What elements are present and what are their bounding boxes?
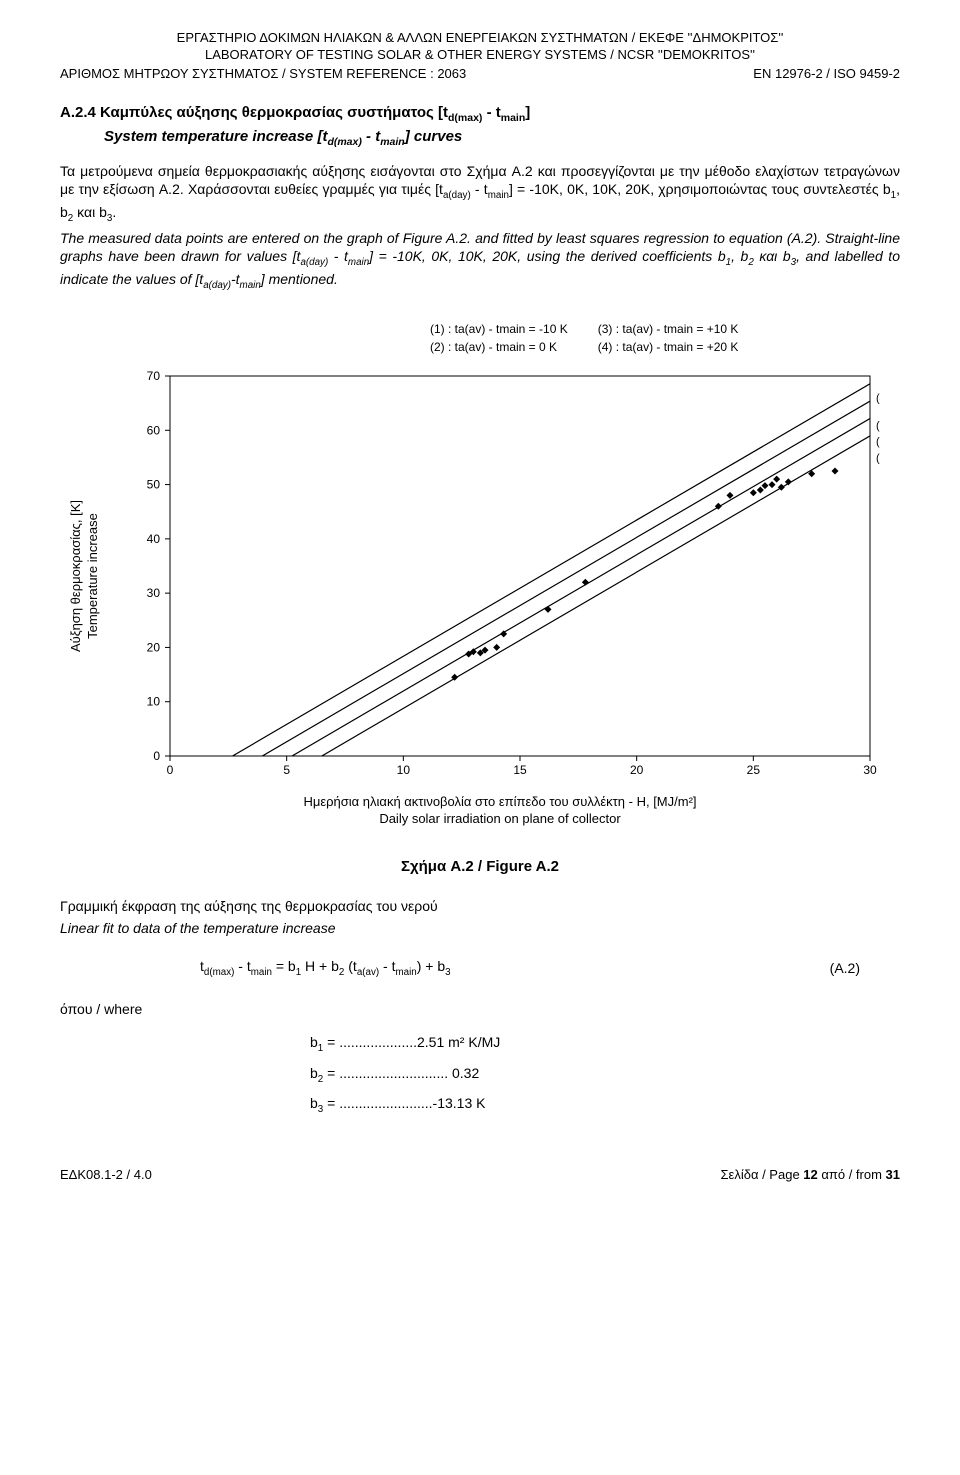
where-label: όπου / where xyxy=(60,1000,900,1018)
svg-text:60: 60 xyxy=(147,423,161,437)
linear-fit-en: Linear fit to data of the temperature in… xyxy=(60,919,900,937)
header-line-1: ΕΡΓΑΣΤΗΡΙΟ ΔΟΚΙΜΩΝ ΗΛΙΑΚΩΝ & ΑΛΛΩΝ ΕΝΕΡΓ… xyxy=(60,30,900,47)
coef-b3: b3 = ........................-13.13 K xyxy=(310,1094,900,1117)
chart-svg: 0 10 20 30 40 50 60 70 0 5 10 15 20 25 30 (4) (3) (2) (1) xyxy=(120,366,880,786)
page-header: ΕΡΓΑΣΤΗΡΙΟ ΔΟΚΙΜΩΝ ΗΛΙΑΚΩΝ & ΑΛΛΩΝ ΕΝΕΡΓ… xyxy=(60,30,900,83)
chart-container: (1) : ta(av) - tmain = -10 K (2) : ta(av… xyxy=(60,322,900,827)
svg-text:(3): (3) xyxy=(876,419,880,431)
paragraph-greek: Τα μετρούμενα σημεία θερμοκρασιακής αύξη… xyxy=(60,162,900,225)
footer-left: ΕΔΚ08.1-2 / 4.0 xyxy=(60,1167,152,1184)
coef-b1: b1 = ....................2.51 m² K/MJ xyxy=(310,1033,900,1056)
legend-item-1: (1) : ta(av) - tmain = -10 K xyxy=(430,322,568,338)
svg-text:10: 10 xyxy=(397,763,411,777)
coef-b2: b2 = ............................ 0.32 xyxy=(310,1064,900,1087)
svg-text:20: 20 xyxy=(147,640,161,654)
svg-text:10: 10 xyxy=(147,694,161,708)
equation-ref: (A.2) xyxy=(830,959,860,977)
page-footer: ΕΔΚ08.1-2 / 4.0 Σελίδα / Page 12 από / f… xyxy=(60,1167,900,1184)
svg-text:40: 40 xyxy=(147,531,161,545)
svg-text:(2): (2) xyxy=(876,436,880,448)
svg-text:30: 30 xyxy=(863,763,877,777)
svg-text:(1): (1) xyxy=(876,452,880,464)
paragraph-english: The measured data points are entered on … xyxy=(60,229,900,292)
svg-text:0: 0 xyxy=(153,749,160,763)
y-axis-label: Αύξηση θερμοκρασίας, [K] Temperature inc… xyxy=(68,500,102,652)
linear-fit-gr: Γραμμική έκφραση της αύξησης της θερμοκρ… xyxy=(60,897,900,915)
svg-text:0: 0 xyxy=(167,763,174,777)
chart-legend: (1) : ta(av) - tmain = -10 K (2) : ta(av… xyxy=(430,322,900,355)
equation-row: td(max) - tmain = b1 H + b2 (ta(av) - tm… xyxy=(200,957,900,980)
legend-item-3: (3) : ta(av) - tmain = +10 K xyxy=(598,322,739,338)
header-ref-left: ΑΡΙΘΜΟΣ ΜΗΤΡΩΟΥ ΣΥΣΤΗΜΑΤΟΣ / SYSTEM REFE… xyxy=(60,66,466,83)
chart-area: Αύξηση θερμοκρασίας, [K] Temperature inc… xyxy=(120,366,880,786)
x-axis-label: Ημερήσια ηλιακή ακτινοβολία στο επίπεδο … xyxy=(120,794,880,828)
svg-text:70: 70 xyxy=(147,369,161,383)
svg-text:30: 30 xyxy=(147,586,161,600)
svg-text:20: 20 xyxy=(630,763,644,777)
header-row-3: ΑΡΙΘΜΟΣ ΜΗΤΡΩΟΥ ΣΥΣΤΗΜΑΤΟΣ / SYSTEM REFE… xyxy=(60,66,900,83)
header-ref-right: EN 12976-2 / ISO 9459-2 xyxy=(753,66,900,83)
svg-text:25: 25 xyxy=(747,763,761,777)
svg-text:5: 5 xyxy=(283,763,290,777)
footer-right: Σελίδα / Page 12 από / from 31 xyxy=(721,1167,901,1184)
linear-fit-block: Γραμμική έκφραση της αύξησης της θερμοκρ… xyxy=(60,897,900,937)
section-title-gr: A.2.4 Καμπύλες αύξησης θερμοκρασίας συστ… xyxy=(60,103,900,126)
legend-item-4: (4) : ta(av) - tmain = +20 K xyxy=(598,340,739,356)
svg-text:15: 15 xyxy=(513,763,527,777)
equation-a2: td(max) - tmain = b1 H + b2 (ta(av) - tm… xyxy=(200,957,451,980)
figure-caption: Σχήμα A.2 / Figure A.2 xyxy=(60,857,900,877)
legend-item-2: (2) : ta(av) - tmain = 0 K xyxy=(430,340,568,356)
coefficients-block: b1 = ....................2.51 m² K/MJ b2… xyxy=(310,1033,900,1117)
section-title-en: System temperature increase [td(max) - t… xyxy=(60,127,900,150)
header-line-2: LABORATORY OF TESTING SOLAR & OTHER ENER… xyxy=(60,47,900,64)
svg-text:(4): (4) xyxy=(876,392,880,404)
svg-text:50: 50 xyxy=(147,477,161,491)
